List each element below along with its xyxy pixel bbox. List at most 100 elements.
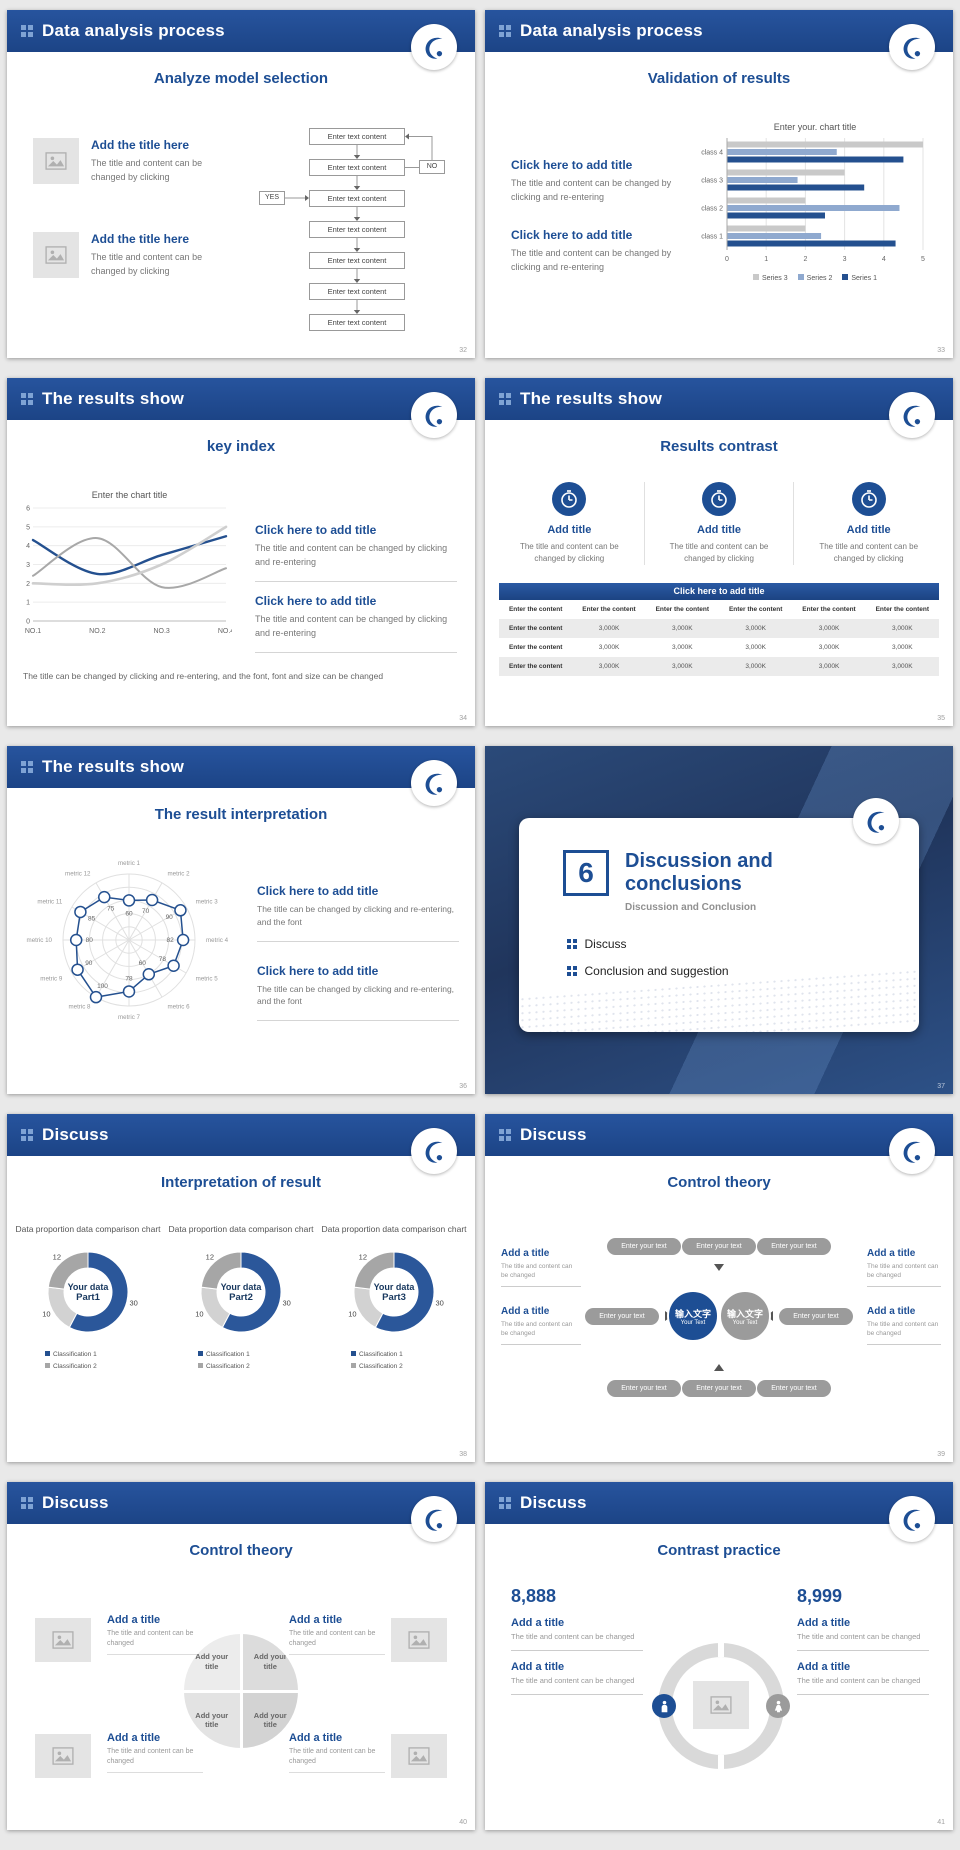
- legend-swatch: [351, 1351, 356, 1357]
- item-title: Add the title here: [91, 138, 190, 152]
- table-cell: 3,000K: [865, 638, 939, 657]
- slide-34[interactable]: The results show key index Enter the cha…: [7, 378, 475, 726]
- page-number: 39: [937, 1451, 945, 1458]
- slide-header: Discuss: [485, 1114, 953, 1156]
- donut-chart: 30 10 12: [195, 1251, 291, 1333]
- item-body: The title and content can be changed by …: [255, 543, 448, 567]
- header-title: Discuss: [42, 1125, 109, 1144]
- item-body: The title and content can be changed by …: [255, 614, 448, 638]
- slide-35[interactable]: The results show Results contrast Add ti…: [485, 378, 953, 726]
- flow-label-no: NO: [419, 160, 445, 174]
- item-title: Add a title: [501, 1306, 550, 1317]
- logo-badge: [411, 392, 457, 438]
- text-pill: Enter your text: [682, 1238, 756, 1255]
- chart-legend: Classification 1 Classification 2: [45, 1349, 161, 1371]
- svg-text:12: 12: [359, 1253, 367, 1262]
- svg-text:metric 10: metric 10: [27, 937, 53, 944]
- slide-title: Validation of results: [647, 70, 791, 87]
- header-title: Discuss: [520, 1493, 587, 1512]
- logo-badge: [889, 1128, 935, 1174]
- chart-legend: Series 3 Series 2 Series 1: [691, 274, 939, 282]
- slide-38[interactable]: Discuss Interpretation of result Data pr…: [7, 1114, 475, 1462]
- logo-badge: [411, 1128, 457, 1174]
- section-number: 6: [563, 850, 609, 896]
- picture-icon: [408, 1631, 430, 1649]
- slide-40[interactable]: Discuss Control theory Add a title The t…: [7, 1482, 475, 1830]
- chart-legend: Classification 1 Classification 2: [198, 1349, 314, 1371]
- svg-text:90: 90: [166, 914, 174, 921]
- legend-item: Series 3: [752, 274, 788, 282]
- svg-text:85: 85: [88, 915, 96, 922]
- table-cell: 3,000K: [719, 619, 793, 638]
- item-body: The title and content can be changed: [511, 1632, 643, 1651]
- page-number: 41: [937, 1819, 945, 1826]
- slide-title: Results contrast: [660, 438, 778, 455]
- svg-text:0: 0: [26, 619, 30, 626]
- line-chart: 0 1 2 3 4 5 6 NO.1 NO.2 NO.3 NO.4: [25, 506, 234, 636]
- header-title: The results show: [42, 757, 185, 776]
- grid-dots-icon: [21, 25, 33, 37]
- chart-title: Data proportion data comparison chart: [321, 1224, 467, 1234]
- svg-text:6: 6: [26, 506, 30, 513]
- svg-text:2: 2: [26, 581, 30, 588]
- image-placeholder: [693, 1681, 749, 1729]
- slide-title: Control theory: [189, 1542, 293, 1559]
- page-number: 33: [937, 347, 945, 354]
- flow-box: Enter text content: [309, 252, 405, 269]
- svg-text:metric 3: metric 3: [196, 899, 219, 906]
- svg-text:90: 90: [85, 960, 93, 967]
- header-title: The results show: [42, 389, 185, 408]
- text-pill: Enter your text: [607, 1380, 681, 1397]
- swoosh-logo-icon: [419, 1504, 449, 1534]
- slide-39[interactable]: Discuss Control theory Enter your text E…: [485, 1114, 953, 1462]
- slide-32[interactable]: Data analysis process Analyze model sele…: [7, 10, 475, 358]
- divider-card: 6 Discussion and conclusions Discussion …: [519, 818, 919, 1032]
- table-cell: 3,000K: [645, 619, 719, 638]
- text-blocks: Click here to add title The title can be…: [257, 884, 459, 1043]
- picture-icon: [408, 1747, 430, 1765]
- item-title: Add a title: [511, 1617, 565, 1629]
- column-title: Add title: [547, 524, 592, 536]
- svg-text:2: 2: [803, 256, 807, 263]
- legend-label: Classification 1: [359, 1351, 403, 1359]
- radar-chart-block: metric 1 metric 2 metric 3 metric 4 metric 5…: [13, 836, 248, 1053]
- side-text-block: Add a title The title and content can be…: [867, 1306, 941, 1345]
- line-chart-block: Enter the chart title 0 1 2 3 4 5 6 NO.1 NO.2 NO.…: [17, 490, 242, 642]
- chart-legend: Classification 1 Classification 2: [351, 1349, 467, 1371]
- slide-41[interactable]: Discuss Contrast practice 8,888 Add a ti…: [485, 1482, 953, 1830]
- slide-header: The results show: [7, 378, 475, 420]
- table-cell: 3,000K: [572, 657, 646, 676]
- text-block: Add a title The title and content can be…: [511, 1661, 643, 1695]
- slide-header: The results show: [485, 378, 953, 420]
- slide-36[interactable]: The results show The result interpretati…: [7, 746, 475, 1094]
- donut-charts-row: Data proportion data comparison chart 30…: [15, 1224, 467, 1372]
- slide-header: Discuss: [7, 1482, 475, 1524]
- section-title: Discussion and conclusions: [625, 850, 773, 895]
- column-body: The title and content can be changed by …: [819, 542, 919, 563]
- svg-text:30: 30: [435, 1299, 443, 1308]
- page-number: 38: [459, 1451, 467, 1458]
- donut-chart-block: Data proportion data comparison chart 30…: [168, 1224, 314, 1372]
- agenda-label: Conclusion and suggestion: [584, 964, 729, 978]
- svg-text:metric 1: metric 1: [118, 860, 141, 867]
- svg-text:10: 10: [348, 1310, 356, 1319]
- svg-text:class 4: class 4: [701, 150, 723, 157]
- table-cell: 3,000K: [645, 638, 719, 657]
- text-block: Click here to add title The title and co…: [511, 158, 686, 204]
- list-item: Add the title here The title and content…: [33, 138, 228, 184]
- header-title: Data analysis process: [42, 21, 225, 40]
- text-block: Add a title The title and content can be…: [511, 1617, 643, 1651]
- svg-text:100: 100: [97, 983, 108, 990]
- slide-33[interactable]: Data analysis process Validation of resu…: [485, 10, 953, 358]
- slide-37[interactable]: 6 Discussion and conclusions Discussion …: [485, 746, 953, 1094]
- svg-text:10: 10: [195, 1310, 203, 1319]
- page-number: 40: [459, 1819, 467, 1826]
- flow-label-yes: YES: [259, 191, 285, 205]
- svg-text:4: 4: [26, 543, 30, 550]
- picture-icon: [710, 1696, 732, 1714]
- item-title: Add a title: [107, 1614, 161, 1626]
- table-cell: 3,000K: [865, 657, 939, 676]
- slide-header: Data analysis process: [485, 10, 953, 52]
- swoosh-logo-icon: [419, 768, 449, 798]
- grid-dots-icon: [21, 1129, 33, 1141]
